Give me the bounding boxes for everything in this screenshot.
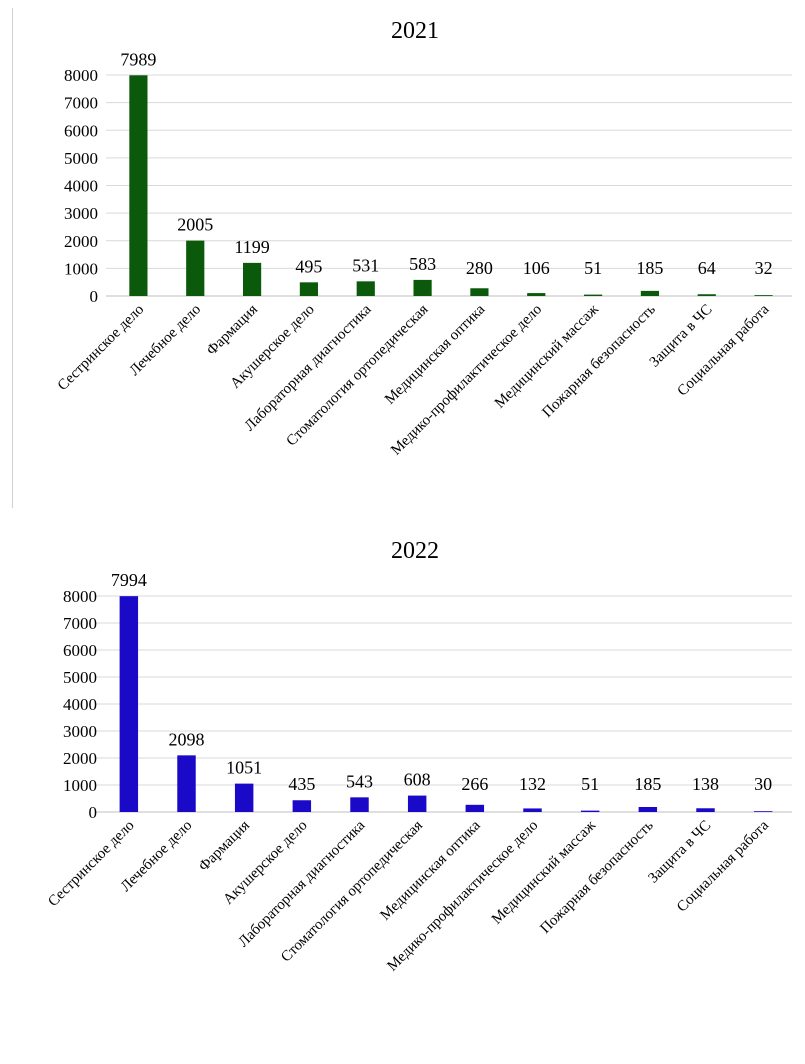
chart-2022-y-tick-label: 1000 — [63, 776, 97, 795]
chart-2022-data-label: 138 — [692, 774, 719, 794]
chart-2021-data-label: 2005 — [177, 215, 213, 235]
chart-2022-bar — [177, 755, 196, 812]
chart-2022-category-label: Медицинская оптика — [377, 817, 483, 923]
chart-2022-bar — [350, 797, 369, 812]
chart-2021-category-label: Пожарная безопасность — [539, 301, 658, 420]
chart-2022-category-label: Пожарная безопасность — [537, 817, 656, 936]
chart-2021-y-tick-label: 0 — [90, 287, 99, 306]
chart-2022-bar — [234, 783, 254, 812]
chart-2021-bar — [413, 279, 432, 296]
chart-2021-bar — [697, 294, 716, 296]
chart-2021-data-label: 32 — [755, 258, 773, 278]
chart-2022-data-label: 132 — [519, 774, 546, 794]
chart-2022-data-label: 7994 — [111, 570, 147, 590]
chart-2021-bar — [129, 75, 148, 296]
chart-2022-category-label: Фармация — [196, 817, 253, 874]
chart-2021-y-tick-label: 3000 — [64, 204, 98, 223]
chart-2021-bar — [527, 293, 546, 296]
chart-2022-bar — [580, 810, 600, 812]
chart-2021-data-label: 280 — [466, 258, 493, 278]
chart-2022-bar — [407, 795, 427, 812]
chart-2021-category-label: Медицинская оптика — [382, 301, 488, 407]
chart-2022-data-label: 51 — [581, 774, 599, 794]
chart-2022-y-tick-label: 5000 — [63, 668, 97, 687]
chart-2022-category-label: Медицинский массаж — [489, 817, 600, 928]
chart-2021-data-label: 51 — [584, 258, 602, 278]
chart-2021-y-tick-label: 7000 — [64, 94, 98, 113]
chart-2021-data-label: 1199 — [234, 237, 269, 257]
chart-2021-bar — [242, 262, 262, 296]
chart-2022-bar — [753, 811, 773, 812]
chart-2022-data-label: 435 — [288, 774, 315, 794]
chart-2022-y-tick-label: 2000 — [63, 749, 97, 768]
chart-2021-data-label: 7989 — [120, 49, 156, 69]
chart-2022-data-label: 543 — [346, 771, 373, 791]
chart-2021: 2021 0 1000 2000 3000 4000 5000 6000 7000 8000 798… — [55, 18, 792, 458]
chart-2022-data-label: 2098 — [169, 729, 205, 749]
chart-2022-bar — [119, 596, 139, 812]
chart-2021-bar — [470, 288, 489, 296]
chart-2022-y-tick-label: 4000 — [63, 695, 97, 714]
chart-2022-data-label: 608 — [404, 770, 431, 790]
chart-2022-data-label: 1051 — [226, 758, 262, 778]
chart-2021-bar — [754, 295, 773, 296]
chart-2021-y-tick-label: 8000 — [64, 66, 98, 85]
chart-2022-y-tick-label: 0 — [89, 803, 98, 822]
chart-2021-bar — [583, 294, 603, 296]
chart-2021-y-tick-label: 5000 — [64, 149, 98, 168]
chart-2021-category-label: Сестринское дело — [55, 302, 147, 394]
chart-2022-bar — [696, 808, 715, 812]
chart-2021-y-tick-label: 2000 — [64, 232, 98, 251]
chart-2021-y-tick-label: 4000 — [64, 177, 98, 196]
chart-2021-data-label: 583 — [409, 254, 436, 274]
chart-2022-y-tick-label: 6000 — [63, 641, 97, 660]
chart-2021-bar — [640, 290, 660, 296]
chart-2021-data-label: 495 — [295, 256, 322, 276]
chart-2021-bar — [356, 281, 375, 296]
chart-2022-category-label: Сестринское дело — [45, 818, 137, 910]
chart-2021-data-label: 185 — [636, 258, 663, 278]
chart-2022-bar — [465, 804, 485, 812]
chart-2021-data-label: 64 — [698, 258, 716, 278]
chart-2022-bar — [523, 808, 542, 812]
chart-2022-y-tick-label: 3000 — [63, 722, 97, 741]
chart-2021-data-label: 531 — [352, 255, 379, 275]
chart-2022-data-label: 185 — [634, 774, 661, 794]
chart-2021-category-label: Фармация — [204, 301, 261, 358]
chart-2022: 2022 0 1000 2000 3000 4000 5000 6000 7000 8000 799… — [45, 538, 792, 974]
chart-2022-y-tick-label: 7000 — [63, 614, 97, 633]
chart-2021-border — [12, 8, 13, 508]
chart-2021-bar — [186, 240, 205, 296]
chart-2021-bar — [299, 282, 319, 296]
chart-2022-bar — [292, 800, 312, 812]
chart-2021-data-label: 106 — [523, 258, 550, 278]
chart-2022-y-tick-label: 8000 — [63, 587, 97, 606]
chart-2021-y-tick-label: 1000 — [64, 259, 98, 278]
chart-2022-bar — [638, 807, 658, 812]
chart-2021-y-tick-label: 6000 — [64, 121, 98, 140]
chart-2022-data-label: 266 — [461, 774, 488, 794]
chart-2021-category-label: Медицинский массаж — [492, 301, 603, 412]
chart-2022-data-label: 30 — [754, 774, 772, 794]
chart-2021-title: 2021 — [391, 18, 439, 44]
chart-2022-title: 2022 — [391, 538, 439, 564]
